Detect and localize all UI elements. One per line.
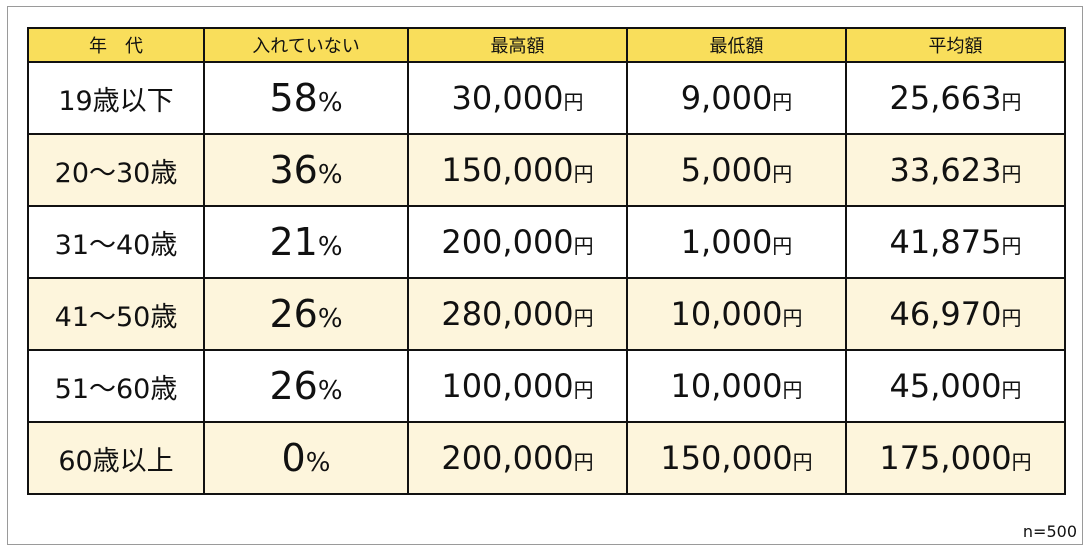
percent-sign: %: [305, 448, 331, 478]
percent-sign: %: [317, 232, 343, 262]
max-amount-value: 30,000: [451, 79, 564, 117]
data-table: 年 代 入れていない 最高額 最低額 平均額 19歳以下 58% 30,000円 9,…: [27, 27, 1066, 495]
age-cell: 20～30歳: [27, 133, 205, 207]
sample-size-note: n=500: [1022, 522, 1077, 541]
yen-unit: 円: [772, 162, 793, 186]
age-label: 19歳以下: [58, 85, 174, 117]
not-included-cell: 21%: [203, 205, 409, 279]
yen-unit: 円: [573, 162, 594, 186]
header-row: 年 代 入れていない 最高額 最低額 平均額: [27, 27, 1066, 63]
table-row: 60歳以上 0% 200,000円 150,000円 175,000円: [27, 421, 1066, 495]
age-cell: 41～50歳: [27, 277, 205, 351]
avg-amount-value: 45,000: [889, 367, 1002, 405]
avg-amount-cell: 41,875円: [845, 205, 1066, 279]
min-amount-cell: 9,000円: [626, 61, 847, 135]
age-cell: 19歳以下: [27, 61, 205, 135]
min-amount-value: 10,000: [670, 295, 783, 333]
yen-unit: 円: [782, 378, 803, 402]
yen-unit: 円: [1011, 450, 1032, 474]
table-row: 41～50歳 26% 280,000円 10,000円 46,970円: [27, 277, 1066, 351]
avg-amount-value: 46,970: [889, 295, 1002, 333]
avg-amount-cell: 25,663円: [845, 61, 1066, 135]
avg-amount-cell: 175,000円: [845, 421, 1066, 495]
max-amount-cell: 200,000円: [407, 205, 628, 279]
min-amount-value: 1,000: [680, 223, 773, 261]
yen-unit: 円: [792, 450, 813, 474]
yen-unit: 円: [1001, 234, 1022, 258]
max-amount-value: 200,000: [441, 439, 574, 477]
percent-value: 26: [269, 364, 318, 408]
age-cell: 60歳以上: [27, 421, 205, 495]
not-included-cell: 36%: [203, 133, 409, 207]
header-avg: 平均額: [845, 27, 1066, 63]
table-row: 31～40歳 21% 200,000円 1,000円 41,875円: [27, 205, 1066, 279]
percent-value: 36: [269, 148, 318, 192]
max-amount-value: 150,000: [441, 151, 574, 189]
not-included-cell: 26%: [203, 277, 409, 351]
yen-unit: 円: [1001, 162, 1022, 186]
min-amount-cell: 10,000円: [626, 349, 847, 423]
yen-unit: 円: [563, 90, 584, 114]
max-amount-value: 280,000: [441, 295, 574, 333]
age-label: 31～40歳: [54, 229, 178, 261]
max-amount-value: 200,000: [441, 223, 574, 261]
avg-amount-value: 25,663: [889, 79, 1002, 117]
header-max: 最高額: [407, 27, 628, 63]
yen-unit: 円: [573, 378, 594, 402]
yen-unit: 円: [1001, 378, 1022, 402]
min-amount-cell: 1,000円: [626, 205, 847, 279]
percent-value: 58: [269, 76, 318, 120]
max-amount-cell: 100,000円: [407, 349, 628, 423]
max-amount-cell: 30,000円: [407, 61, 628, 135]
avg-amount-cell: 46,970円: [845, 277, 1066, 351]
min-amount-cell: 150,000円: [626, 421, 847, 495]
min-amount-value: 10,000: [670, 367, 783, 405]
yen-unit: 円: [782, 306, 803, 330]
age-label: 41～50歳: [54, 301, 178, 333]
min-amount-value: 9,000: [680, 79, 773, 117]
yen-unit: 円: [573, 234, 594, 258]
percent-sign: %: [317, 160, 343, 190]
yen-unit: 円: [573, 306, 594, 330]
not-included-cell: 26%: [203, 349, 409, 423]
yen-unit: 円: [1001, 90, 1022, 114]
header-min: 最低額: [626, 27, 847, 63]
age-label: 20～30歳: [54, 157, 178, 189]
min-amount-cell: 10,000円: [626, 277, 847, 351]
table-row: 51～60歳 26% 100,000円 10,000円 45,000円: [27, 349, 1066, 423]
age-label: 60歳以上: [58, 445, 174, 477]
table-body: 19歳以下 58% 30,000円 9,000円 25,663円 20～30歳 36% 150…: [27, 61, 1066, 495]
avg-amount-cell: 45,000円: [845, 349, 1066, 423]
header-age: 年 代: [27, 27, 205, 63]
not-included-cell: 58%: [203, 61, 409, 135]
table-row: 20～30歳 36% 150,000円 5,000円 33,623円: [27, 133, 1066, 207]
max-amount-cell: 150,000円: [407, 133, 628, 207]
max-amount-cell: 280,000円: [407, 277, 628, 351]
avg-amount-value: 33,623: [889, 151, 1002, 189]
percent-sign: %: [317, 376, 343, 406]
not-included-cell: 0%: [203, 421, 409, 495]
header-not-included: 入れていない: [203, 27, 409, 63]
min-amount-value: 5,000: [680, 151, 773, 189]
table-row: 19歳以下 58% 30,000円 9,000円 25,663円: [27, 61, 1066, 135]
max-amount-cell: 200,000円: [407, 421, 628, 495]
age-cell: 31～40歳: [27, 205, 205, 279]
age-cell: 51～60歳: [27, 349, 205, 423]
percent-sign: %: [317, 88, 343, 118]
avg-amount-value: 41,875: [889, 223, 1002, 261]
age-label: 51～60歳: [54, 373, 178, 405]
yen-unit: 円: [772, 90, 793, 114]
max-amount-value: 100,000: [441, 367, 574, 405]
percent-value: 0: [281, 436, 306, 480]
yen-unit: 円: [1001, 306, 1022, 330]
yen-unit: 円: [573, 450, 594, 474]
min-amount-cell: 5,000円: [626, 133, 847, 207]
avg-amount-cell: 33,623円: [845, 133, 1066, 207]
min-amount-value: 150,000: [660, 439, 793, 477]
yen-unit: 円: [772, 234, 793, 258]
avg-amount-value: 175,000: [879, 439, 1012, 477]
percent-sign: %: [317, 304, 343, 334]
percent-value: 21: [269, 220, 318, 264]
percent-value: 26: [269, 292, 318, 336]
